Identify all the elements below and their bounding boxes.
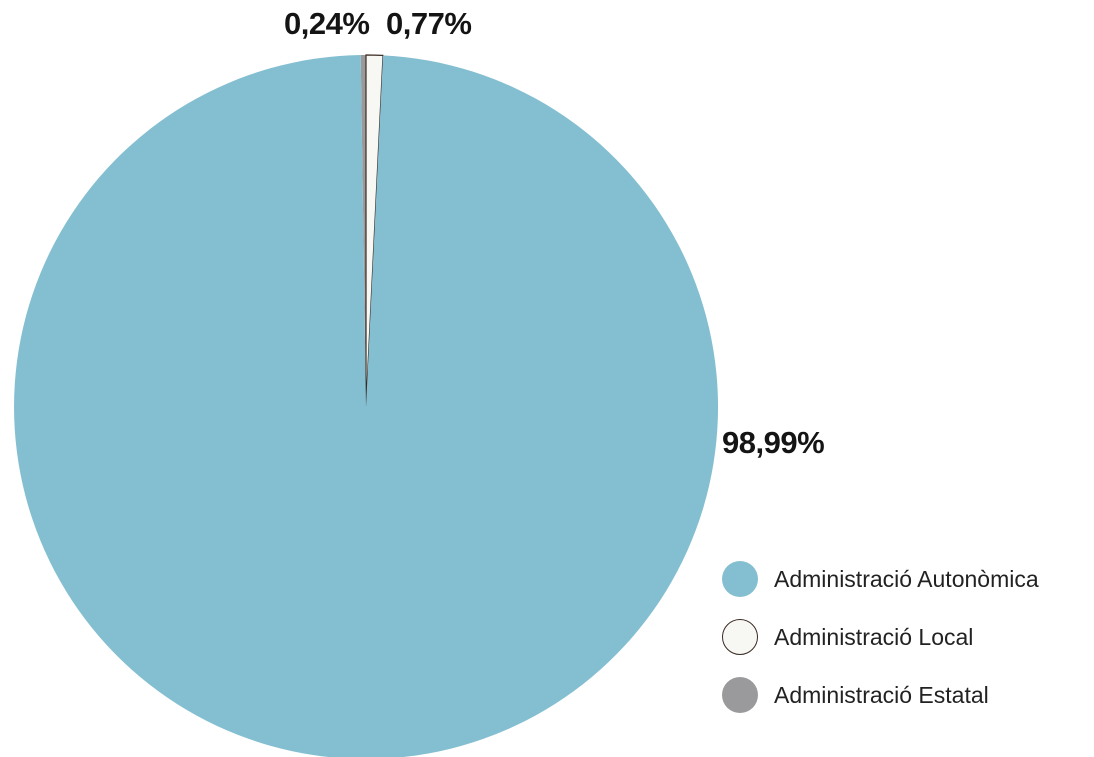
legend: Administració Autonòmica Administració L… bbox=[722, 560, 1039, 734]
slice-label-estatal: 0,24% bbox=[284, 6, 370, 41]
legend-item-local: Administració Local bbox=[722, 618, 1039, 656]
legend-swatch-local bbox=[722, 619, 758, 655]
legend-item-autonomica: Administració Autonòmica bbox=[722, 560, 1039, 598]
legend-swatch-autonomica bbox=[722, 561, 758, 597]
legend-label-estatal: Administració Estatal bbox=[774, 681, 989, 708]
slice-local bbox=[365, 54, 384, 408]
slice-autonomica bbox=[14, 55, 718, 757]
legend-swatch-estatal bbox=[722, 677, 758, 713]
slice-label-autonomica: 98,99% bbox=[722, 425, 825, 460]
legend-label-local: Administració Local bbox=[774, 623, 974, 650]
legend-item-estatal: Administració Estatal bbox=[722, 676, 1039, 714]
slice-estatal bbox=[360, 55, 366, 407]
legend-label-autonomica: Administració Autonòmica bbox=[774, 565, 1039, 592]
slice-label-local: 0,77% bbox=[386, 6, 472, 41]
